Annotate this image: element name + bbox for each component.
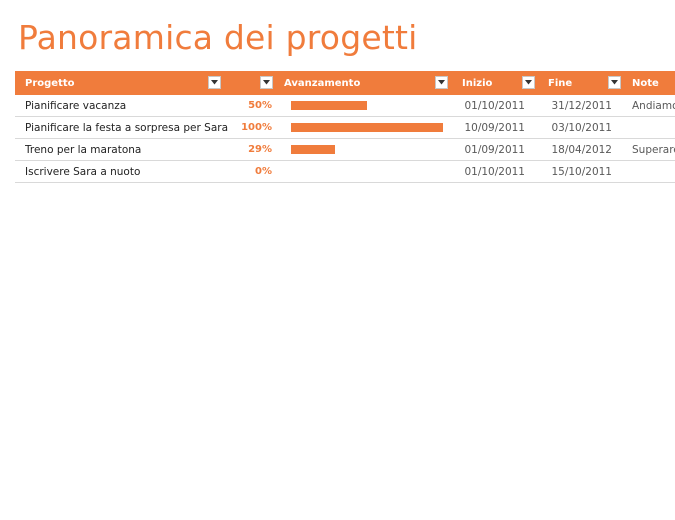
percent-label: 50% [248,100,272,111]
note-text [632,161,675,182]
column-header-start[interactable]: Inizio [462,77,493,89]
progress-bar [291,95,461,116]
filter-dropdown-icon [263,80,270,85]
column-header-project[interactable]: Progetto [25,77,75,89]
end-date: 15/10/2011 [551,165,612,178]
table-row[interactable]: Treno per la maratona 29% 01/09/2011 18/… [15,139,675,161]
end-date: 31/12/2011 [551,99,612,112]
progress-bar-fill [291,101,367,110]
filter-project-button[interactable] [208,76,221,89]
filter-dropdown-icon [211,80,218,85]
column-header-end[interactable]: Fine [548,77,573,89]
percent-label: 0% [255,166,272,177]
note-text: Superare [632,143,675,156]
note-text [632,117,675,138]
progress-bar-fill [291,123,443,132]
filter-dropdown-icon [438,80,445,85]
column-header-notes[interactable]: Note [632,77,659,89]
end-date: 03/10/2011 [551,121,612,134]
progress-bar [291,139,461,160]
progress-bar [291,117,461,138]
project-name: Iscrivere Sara a nuoto [25,165,141,178]
table-row[interactable]: Pianificare vacanza 50% 01/10/2011 31/12… [15,95,675,117]
start-date: 01/10/2011 [464,99,525,112]
project-name: Pianificare vacanza [25,99,127,112]
end-date: 18/04/2012 [551,143,612,156]
start-date: 01/09/2011 [464,143,525,156]
filter-end-button[interactable] [608,76,621,89]
column-header-progress[interactable]: Avanzamento [284,77,361,89]
table-row[interactable]: Pianificare la festa a sorpresa per Sara… [15,117,675,139]
project-name: Treno per la maratona [25,143,142,156]
filter-dropdown-icon [611,80,618,85]
filter-start-button[interactable] [522,76,535,89]
start-date: 01/10/2011 [464,165,525,178]
start-date: 10/09/2011 [464,121,525,134]
progress-bar-fill [291,145,335,154]
table-row[interactable]: Iscrivere Sara a nuoto 0% 01/10/2011 15/… [15,161,675,183]
filter-dropdown-icon [525,80,532,85]
project-name: Pianificare la festa a sorpresa per Sara [25,121,229,134]
note-text: Andiamo [632,99,675,112]
progress-bar [291,161,461,182]
projects-table: Progetto Avanzamento Inizio Fine Note Pi… [15,71,675,183]
percent-label: 29% [248,144,272,155]
percent-label: 100% [241,122,272,133]
page-title: Panoramica dei progetti [18,18,418,57]
table-header-row: Progetto Avanzamento Inizio Fine Note [15,71,675,95]
filter-progress-button[interactable] [435,76,448,89]
filter-percent-button[interactable] [260,76,273,89]
